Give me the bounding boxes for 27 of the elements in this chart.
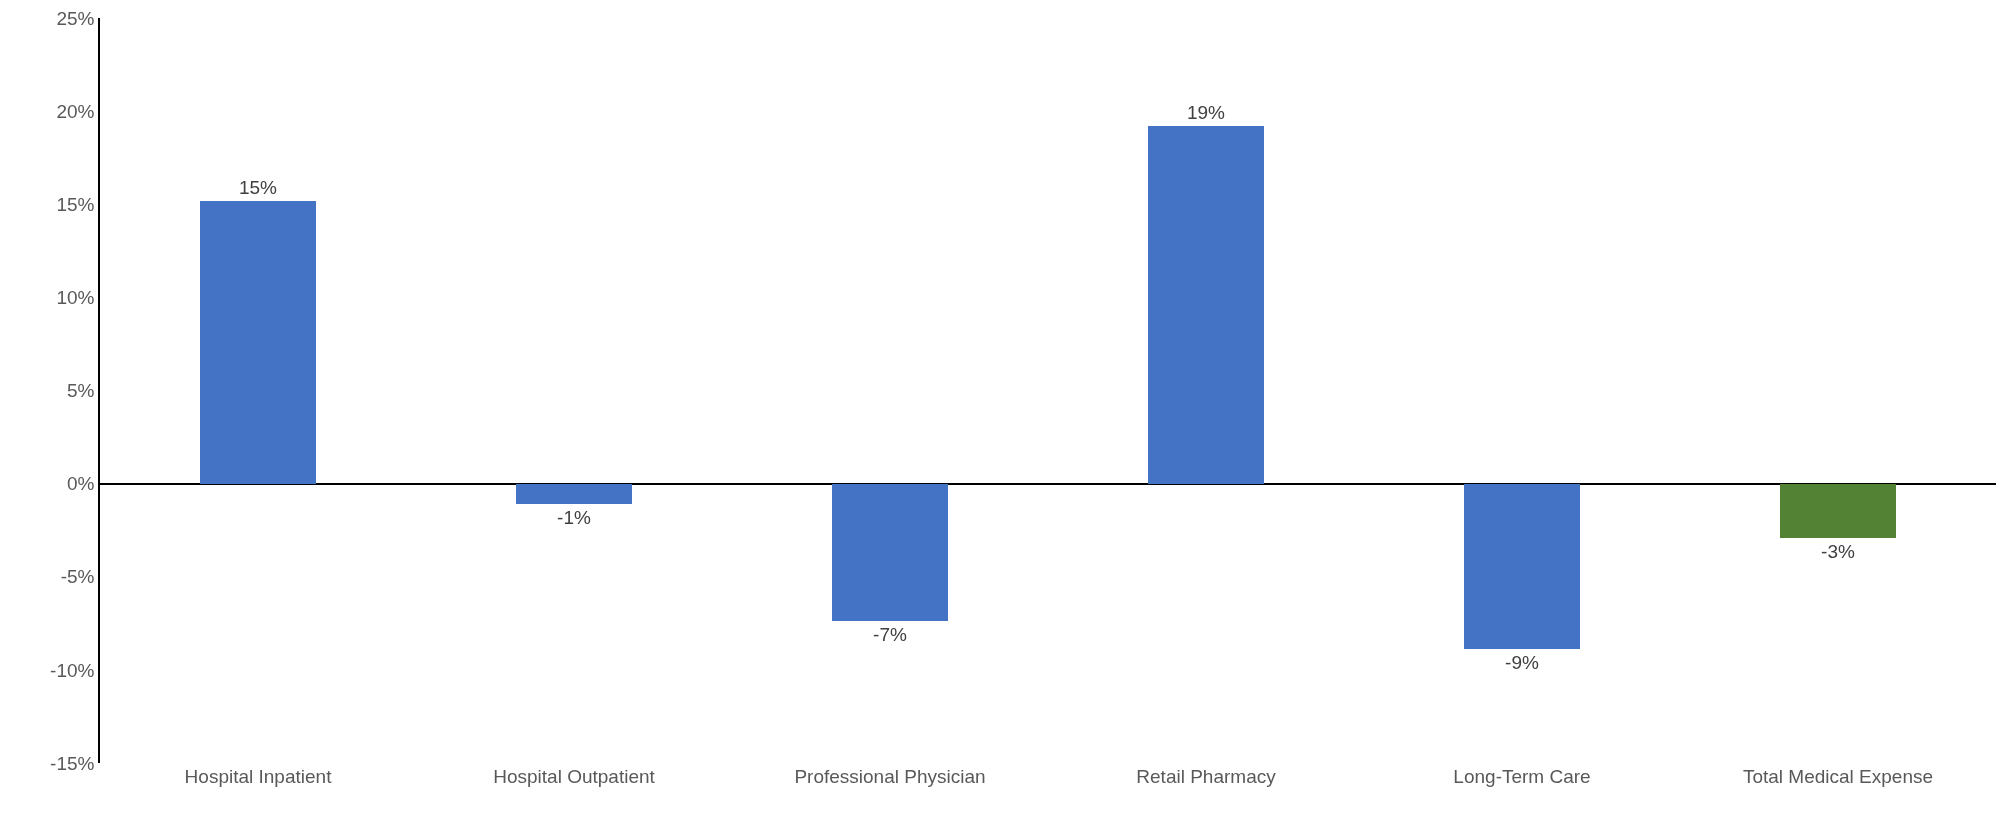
y-tick-label: -15%: [50, 752, 95, 774]
bar: [1780, 484, 1896, 538]
bar: [1148, 126, 1264, 484]
bar: [200, 201, 316, 484]
data-label: 19%: [1186, 102, 1226, 123]
bar: [516, 484, 632, 504]
bar: [832, 484, 948, 621]
x-tick-label: Hospital Outpatient: [493, 766, 656, 787]
x-tick-label: Total Medical Expense: [1742, 766, 1934, 787]
y-tick-label: 20%: [56, 100, 95, 122]
y-tick-label: 15%: [56, 193, 95, 215]
y-tick-label: 25%: [56, 7, 95, 29]
bar: [1464, 484, 1580, 649]
y-tick-label: -5%: [60, 566, 95, 588]
data-label: -7%: [873, 624, 907, 645]
x-tick-label: Retail Pharmacy: [1136, 766, 1277, 787]
data-label: 15%: [238, 177, 278, 198]
data-label: -3%: [1821, 541, 1855, 562]
y-tick-label: 10%: [56, 287, 95, 309]
data-label: -9%: [1505, 652, 1539, 673]
x-tick-label: Hospital Inpatient: [184, 766, 333, 787]
x-tick-label: Long-Term Care: [1453, 766, 1591, 787]
data-label: -1%: [557, 507, 591, 528]
x-tick-label: Professional Physician: [794, 766, 986, 787]
y-tick-label: 5%: [66, 380, 95, 402]
y-tick-label: -10%: [50, 659, 95, 681]
y-tick-label: 0%: [66, 473, 95, 495]
